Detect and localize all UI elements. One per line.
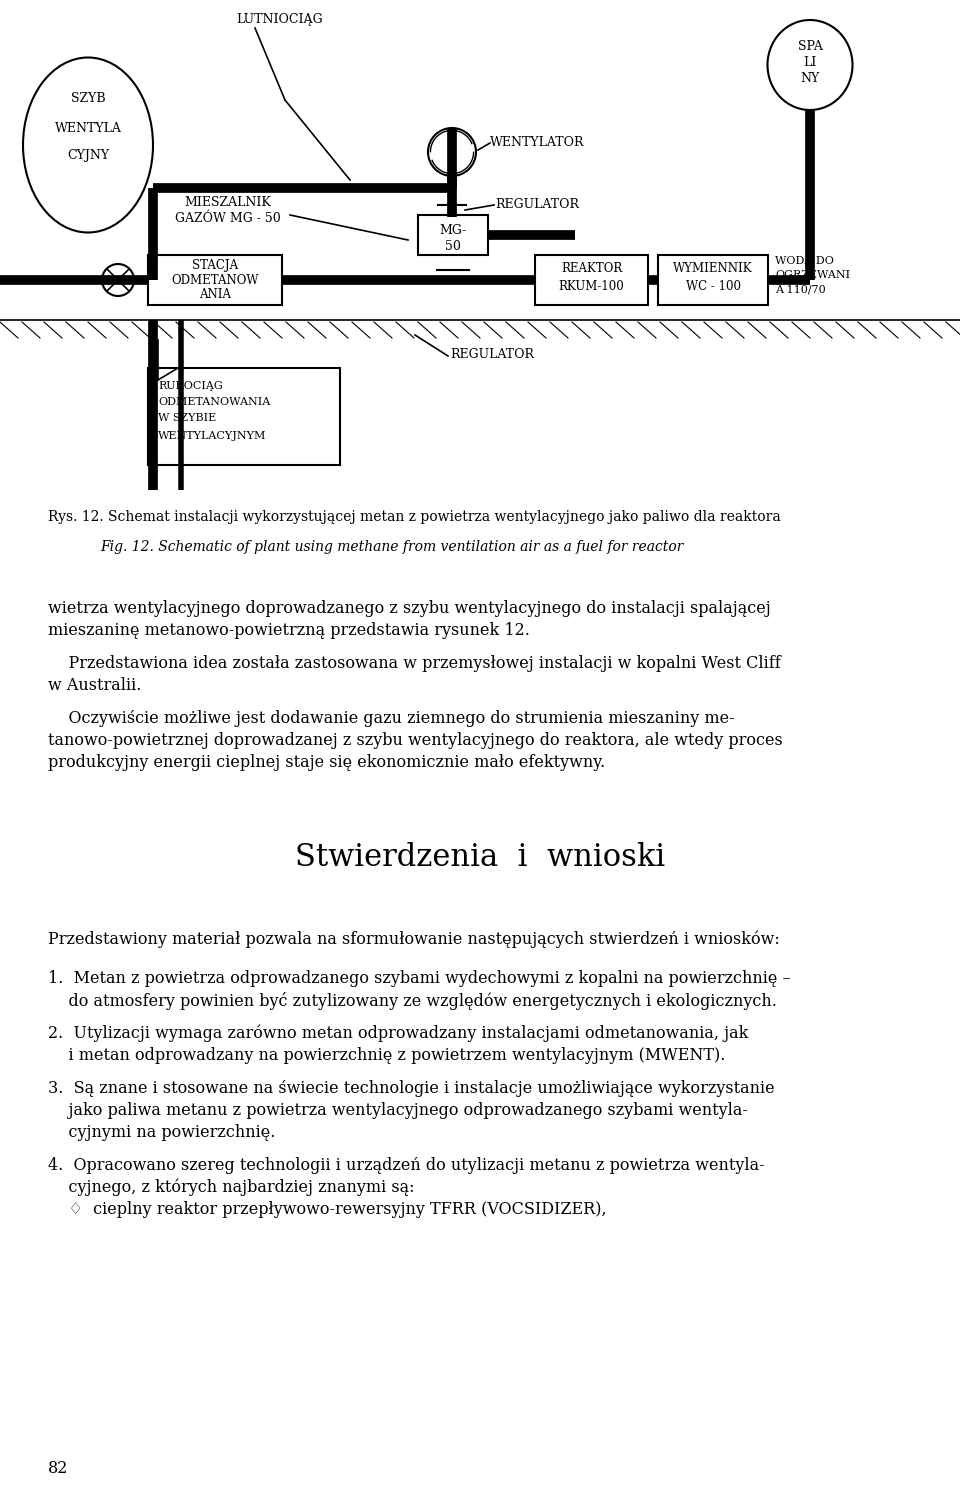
Text: REGULATOR: REGULATOR (495, 198, 579, 210)
Text: STACJA: STACJA (192, 259, 238, 272)
Text: wietrza wentylacyjnego doprowadzanego z szybu wentylacyjnego do instalacji spala: wietrza wentylacyjnego doprowadzanego z … (48, 600, 771, 616)
Text: WENTYLATOR: WENTYLATOR (490, 137, 585, 149)
Bar (148, 255, 282, 305)
Text: ODMETANOWANIA: ODMETANOWANIA (158, 398, 271, 406)
Text: 82: 82 (48, 1461, 68, 1477)
Text: W SZYBIE: W SZYBIE (158, 412, 216, 423)
Bar (535, 255, 648, 305)
Text: WODA DO: WODA DO (775, 256, 834, 267)
Text: Stwierdzenia  i  wnioski: Stwierdzenia i wnioski (295, 841, 665, 873)
Text: Oczywiście możliwe jest dodawanie gazu ziemnego do strumienia mieszaniny me-: Oczywiście możliwe jest dodawanie gazu z… (48, 710, 734, 727)
Text: OGRZEWANI: OGRZEWANI (775, 270, 851, 280)
Text: 1.  Metan z powietrza odprowadzanego szybami wydechowymi z kopalni na powierzchn: 1. Metan z powietrza odprowadzanego szyb… (48, 969, 791, 987)
Text: Fig. 12. Schematic of plant using methane from ventilation air as a fuel for rea: Fig. 12. Schematic of plant using methan… (100, 541, 684, 554)
Text: Przedstawiona idea została zastosowana w przemysłowej instalacji w kopalni West : Przedstawiona idea została zastosowana w… (48, 655, 780, 672)
Text: mieszaninę metanowo-powietrzną przedstawia rysunek 12.: mieszaninę metanowo-powietrzną przedstaw… (48, 622, 530, 639)
Text: 4.  Opracowano szereg technologii i urządzeń do utylizacji metanu z powietrza we: 4. Opracowano szereg technologii i urząd… (48, 1157, 764, 1173)
Text: produkcyjny energii cieplnej staje się ekonomicznie mało efektywny.: produkcyjny energii cieplnej staje się e… (48, 753, 605, 771)
Text: RKUM-100: RKUM-100 (559, 280, 624, 292)
Text: GAZÓW MG - 50: GAZÓW MG - 50 (175, 211, 281, 225)
Text: do atmosfery powinien być zutylizowany ze względów energetycznych i ekologicznyc: do atmosfery powinien być zutylizowany z… (48, 992, 777, 1010)
Text: Przedstawiony materiał pozwala na sformułowanie następujących stwierdzeń i wnios: Przedstawiony materiał pozwala na sformu… (48, 931, 780, 947)
Bar (148, 368, 340, 465)
Text: ANIA: ANIA (199, 287, 231, 301)
Text: CYJNY: CYJNY (67, 149, 109, 161)
Text: 2.  Utylizacji wymaga zarówno metan odprowadzany instalacjami odmetanowania, jak: 2. Utylizacji wymaga zarówno metan odpro… (48, 1024, 749, 1042)
Text: WENTYLACYJNYM: WENTYLACYJNYM (158, 430, 266, 441)
Text: NY: NY (801, 73, 820, 85)
Text: w Australii.: w Australii. (48, 677, 141, 694)
Text: Rys. 12. Schemat instalacji wykorzystującej metan z powietrza wentylacyjnego jak: Rys. 12. Schemat instalacji wykorzystują… (48, 511, 780, 524)
Text: tanowo-powietrznej doprowadzanej z szybu wentylacyjnego do reaktora, ale wtedy p: tanowo-powietrznej doprowadzanej z szybu… (48, 733, 782, 749)
Text: LI: LI (804, 57, 817, 70)
Text: SPA: SPA (798, 40, 823, 54)
Text: ♢  cieplny reaktor przepływowo-rewersyjny TFRR (VOCSIDIZER),: ♢ cieplny reaktor przepływowo-rewersyjny… (48, 1200, 607, 1218)
Text: SZYB: SZYB (71, 91, 106, 104)
Bar (658, 255, 768, 305)
Text: RUROCIĄG: RUROCIĄG (158, 381, 223, 392)
Text: WENTYLA: WENTYLA (55, 122, 121, 134)
Text: REGULATOR: REGULATOR (450, 348, 534, 362)
Text: REAKTOR: REAKTOR (561, 262, 622, 275)
Text: MIESZALNIK: MIESZALNIK (184, 195, 272, 208)
Text: jako paliwa metanu z powietrza wentylacyjnego odprowadzanego szybami wentyla-: jako paliwa metanu z powietrza wentylacy… (48, 1102, 748, 1118)
Text: 3.  Są znane i stosowane na świecie technologie i instalacje umożliwiające wykor: 3. Są znane i stosowane na świecie techn… (48, 1080, 775, 1096)
Text: cyjnymi na powierzchnię.: cyjnymi na powierzchnię. (48, 1124, 276, 1141)
Text: ODMETANOW: ODMETANOW (171, 274, 259, 286)
Text: WC - 100: WC - 100 (685, 280, 740, 292)
Text: 50: 50 (445, 241, 461, 253)
Text: i metan odprowadzany na powierzchnię z powietrzem wentylacyjnym (MWENT).: i metan odprowadzany na powierzchnię z p… (48, 1047, 726, 1063)
Text: WYMIENNIK: WYMIENNIK (673, 262, 753, 275)
Text: LUTNIOCIĄG: LUTNIOCIĄG (237, 13, 324, 27)
Bar (418, 214, 488, 255)
Text: A 110/70: A 110/70 (775, 284, 826, 295)
Text: MG-: MG- (440, 223, 467, 237)
Text: cyjnego, z których najbardziej znanymi są:: cyjnego, z których najbardziej znanymi s… (48, 1179, 415, 1196)
